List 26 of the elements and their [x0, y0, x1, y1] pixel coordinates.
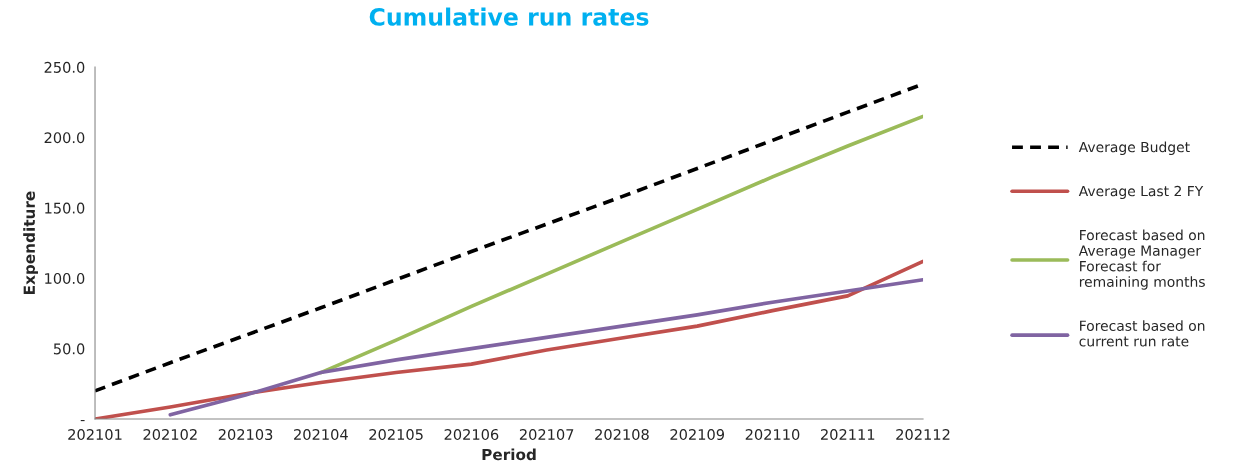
y-axis-title: Expenditure [23, 191, 38, 295]
y-tick-label: 50.0 [53, 343, 85, 355]
x-axis-title: Period [482, 448, 536, 461]
x-tick-label: 202110 [745, 428, 800, 441]
x-tick-label: 202102 [143, 428, 197, 441]
x-tick-label: 202112 [896, 428, 950, 441]
x-tick-label: 202109 [670, 428, 725, 441]
legend-label: Forecast based on current run rate [1079, 320, 1205, 347]
chart-title: Cumulative run rates [369, 7, 649, 26]
x-tick-label: 202111 [820, 428, 875, 441]
x-tick-label: 202106 [444, 428, 499, 441]
x-tick-label: 202103 [218, 428, 273, 441]
y-tick-label: 200.0 [44, 132, 85, 144]
x-tick-label: 202104 [294, 428, 348, 441]
line-series [168, 277, 924, 417]
x-tick-label: 202105 [369, 428, 423, 441]
x-tick-label: 202107 [519, 428, 574, 441]
legend-label: Forecast based on Average Manager Forecast for remaining months [1078, 229, 1205, 290]
y-tick-label: - [80, 419, 85, 422]
x-tick-label: 202108 [595, 428, 649, 441]
legend-label: Average Last 2 FY [1078, 185, 1204, 200]
legend-label: Average Budget [1078, 141, 1190, 156]
y-tick-label: 100.0 [45, 272, 85, 285]
y-tick-label: 150.0 [45, 202, 85, 214]
y-tick-label: 250.0 [44, 61, 85, 73]
x-tick-label: 202101 [68, 428, 122, 441]
